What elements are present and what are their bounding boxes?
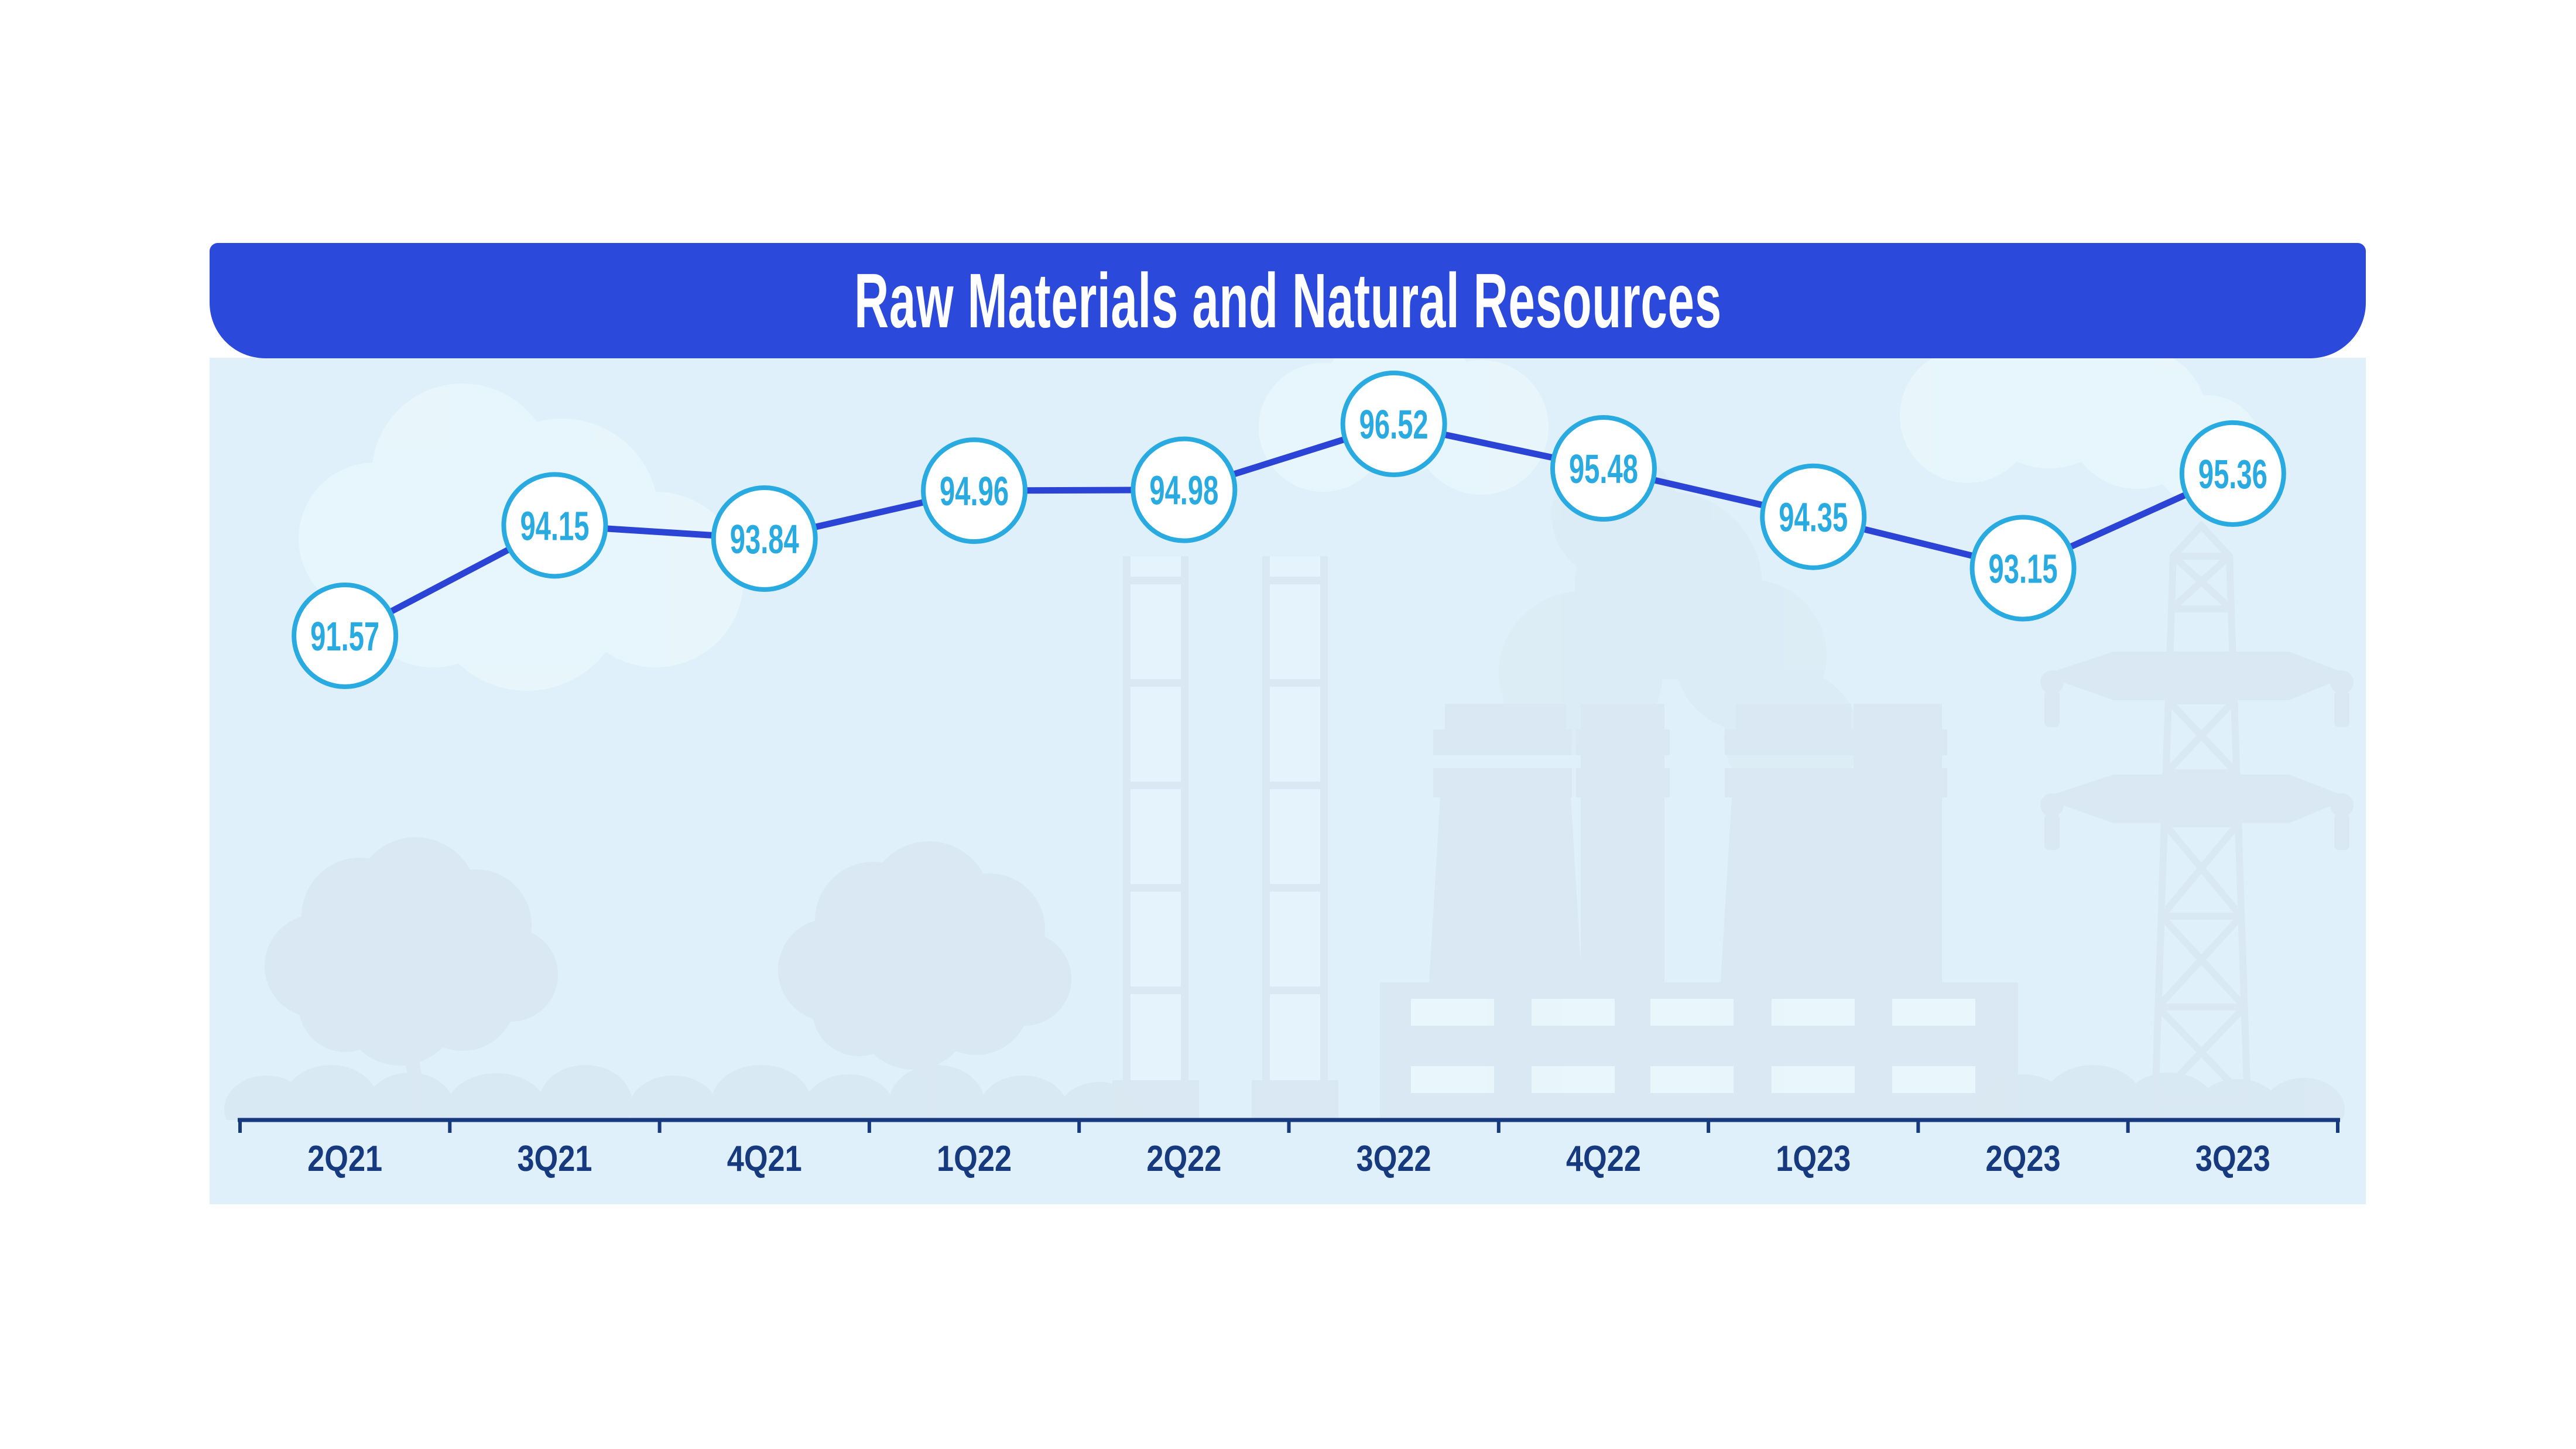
factory-windows [1411,999,1975,1093]
marker-value-label: 93.15 [1989,546,2058,591]
data-point-4Q21: 93.84 [711,485,818,592]
x-axis-label: 3Q23 [2195,1139,2270,1179]
marker-circle [711,485,818,592]
data-point-2Q23: 93.15 [1969,515,2077,622]
tree-icon [778,841,1071,1120]
data-point-1Q23: 94.35 [1760,463,1867,570]
data-point-2Q22: 94.98 [1131,436,1238,543]
x-axis-label: 3Q21 [517,1139,592,1179]
marker-value-label: 94.35 [1779,495,1848,540]
chart-title: Raw Materials and Natural Resources [854,258,1722,344]
marker-value-label: 94.98 [1149,468,1218,513]
tree-icon [265,837,558,1120]
x-axis-label: 1Q22 [937,1139,1012,1179]
x-axis-label: 3Q22 [1356,1139,1431,1179]
marker-circle [921,437,1028,544]
line-chart: 2Q21 3Q21 4Q21 1Q22 2Q22 3Q22 4Q22 1Q23 2Q23 3Q23… [238,371,2340,1179]
data-point-2Q21: 91.57 [292,583,399,689]
data-point-3Q22: 96.52 [1340,371,1447,478]
marker-value-label: 91.57 [310,614,379,659]
marker-value-label: 94.96 [940,468,1009,514]
x-axis-label: 4Q21 [727,1139,802,1179]
x-axis-label: 4Q22 [1566,1139,1641,1179]
scaffold-tower-icon [1252,556,1338,1120]
marker-value-label: 95.36 [2198,451,2267,497]
x-axis-label: 2Q21 [307,1139,382,1179]
marker-circle [1760,463,1867,570]
marker-value-label: 96.52 [1359,402,1429,447]
data-point-3Q23: 95.36 [2179,420,2286,527]
background-scenery [224,358,2354,1120]
data-point-4Q22: 95.48 [1550,415,1657,522]
marker-value-label: 94.15 [520,503,589,549]
marker-circle [1969,515,2077,622]
transmission-tower-icon [2040,520,2354,1120]
marker-value-label: 95.48 [1569,446,1638,492]
power-plant-icon [1380,704,2018,1120]
marker-circle [2179,420,2286,527]
trend-line [341,420,2236,639]
marker-circle [292,583,399,689]
marker-circle [1340,371,1447,478]
data-point-1Q22: 94.96 [921,437,1028,544]
x-axis-label: 2Q23 [1986,1139,2061,1179]
data-point-3Q21: 94.15 [501,472,608,579]
x-axis-label: 2Q22 [1146,1139,1221,1179]
marker-circle [501,472,608,579]
x-axis-label: 1Q23 [1776,1139,1851,1179]
scaffold-tower-icon [1112,556,1199,1120]
marker-circle [1550,415,1657,522]
chart-header: Raw Materials and Natural Resources [210,243,2366,358]
marker-circle [1131,436,1238,543]
bushes-icon [224,1065,1140,1120]
marker-value-label: 93.84 [730,516,799,562]
bushes-icon [1976,1065,2345,1120]
